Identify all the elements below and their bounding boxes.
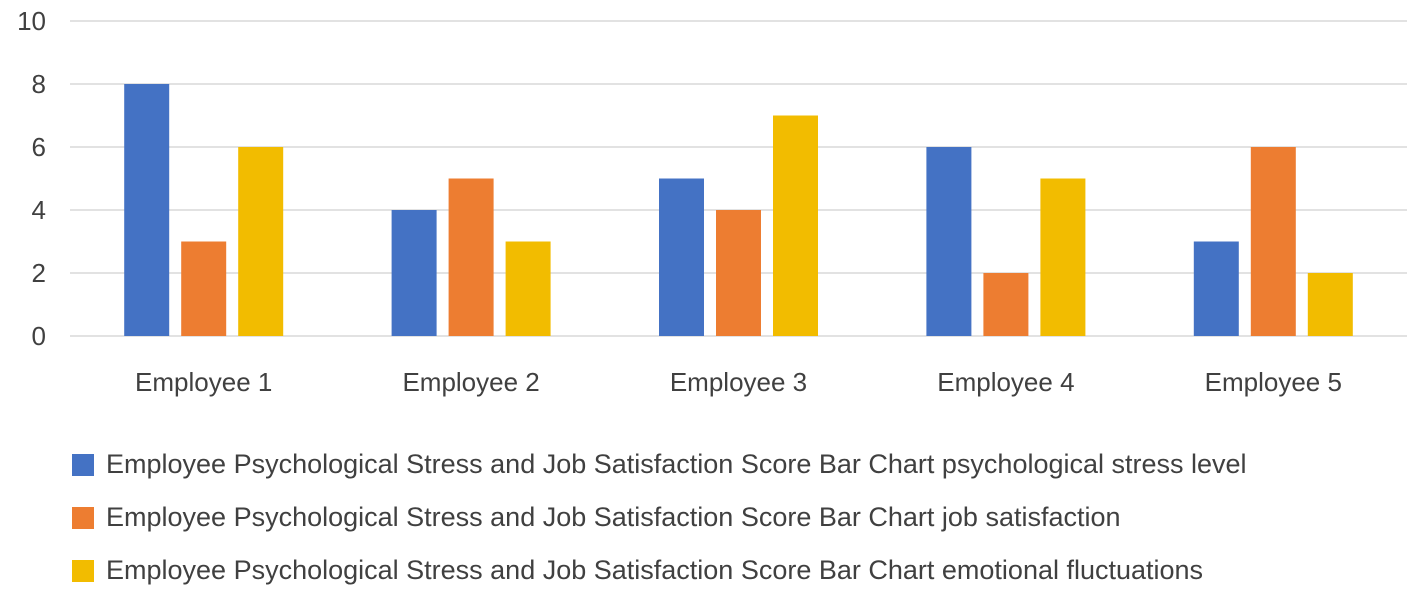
y-tick-label-0: 0	[32, 321, 46, 351]
legend-swatch-emotional	[72, 559, 94, 582]
legend-item-satisfaction: Employee Psychological Stress and Job Sa…	[72, 491, 1402, 544]
x-category-label-employee-2: Employee 2	[402, 367, 539, 397]
y-tick-label-8: 8	[32, 69, 46, 99]
y-axis-ticks: 0 2 4 6 8 10	[17, 6, 46, 351]
bar-employee-4-series-2	[983, 273, 1029, 336]
bar-employee-4-series-1	[926, 147, 972, 336]
legend-item-emotional: Employee Psychological Stress and Job Sa…	[72, 544, 1402, 597]
y-tick-label-2: 2	[32, 258, 46, 288]
bar-employee-4-series-3	[1040, 178, 1086, 336]
legend: Employee Psychological Stress and Job Sa…	[72, 438, 1402, 597]
x-category-label-employee-4: Employee 4	[937, 367, 1074, 397]
legend-swatch-satisfaction	[72, 506, 94, 529]
bar-employee-5-series-1	[1193, 241, 1239, 336]
bar-employee-1-series-3	[238, 147, 284, 336]
bar-employee-1-series-1	[124, 84, 170, 336]
legend-label-stress: Employee Psychological Stress and Job Sa…	[106, 449, 1247, 479]
bar-employee-3-series-3	[773, 115, 818, 336]
x-category-label-employee-1: Employee 1	[135, 367, 272, 397]
legend-swatch-stress	[72, 453, 94, 476]
bar-employee-1-series-2	[181, 241, 227, 336]
bar-employee-3-series-2	[716, 210, 761, 336]
legend-item-stress: Employee Psychological Stress and Job Sa…	[72, 438, 1402, 491]
legend-label-emotional: Employee Psychological Stress and Job Sa…	[106, 555, 1204, 585]
legend-label-satisfaction: Employee Psychological Stress and Job Sa…	[106, 502, 1121, 532]
x-axis-categories: Employee 1 Employee 2 Employee 3 Employee 4…	[135, 367, 1342, 397]
y-tick-label-4: 4	[32, 195, 46, 225]
bar-employee-2-series-2	[448, 178, 494, 336]
bar-employee-2-series-3	[505, 241, 551, 336]
x-category-label-employee-3: Employee 3	[670, 367, 807, 397]
bar-employee-3-series-1	[659, 178, 704, 336]
bars	[124, 84, 1353, 336]
x-category-label-employee-5: Employee 5	[1205, 367, 1342, 397]
bar-employee-2-series-1	[391, 210, 437, 336]
bar-employee-5-series-2	[1250, 147, 1296, 336]
y-tick-label-6: 6	[32, 132, 46, 162]
bar-employee-5-series-3	[1307, 273, 1353, 336]
y-tick-label-10: 10	[17, 6, 46, 36]
